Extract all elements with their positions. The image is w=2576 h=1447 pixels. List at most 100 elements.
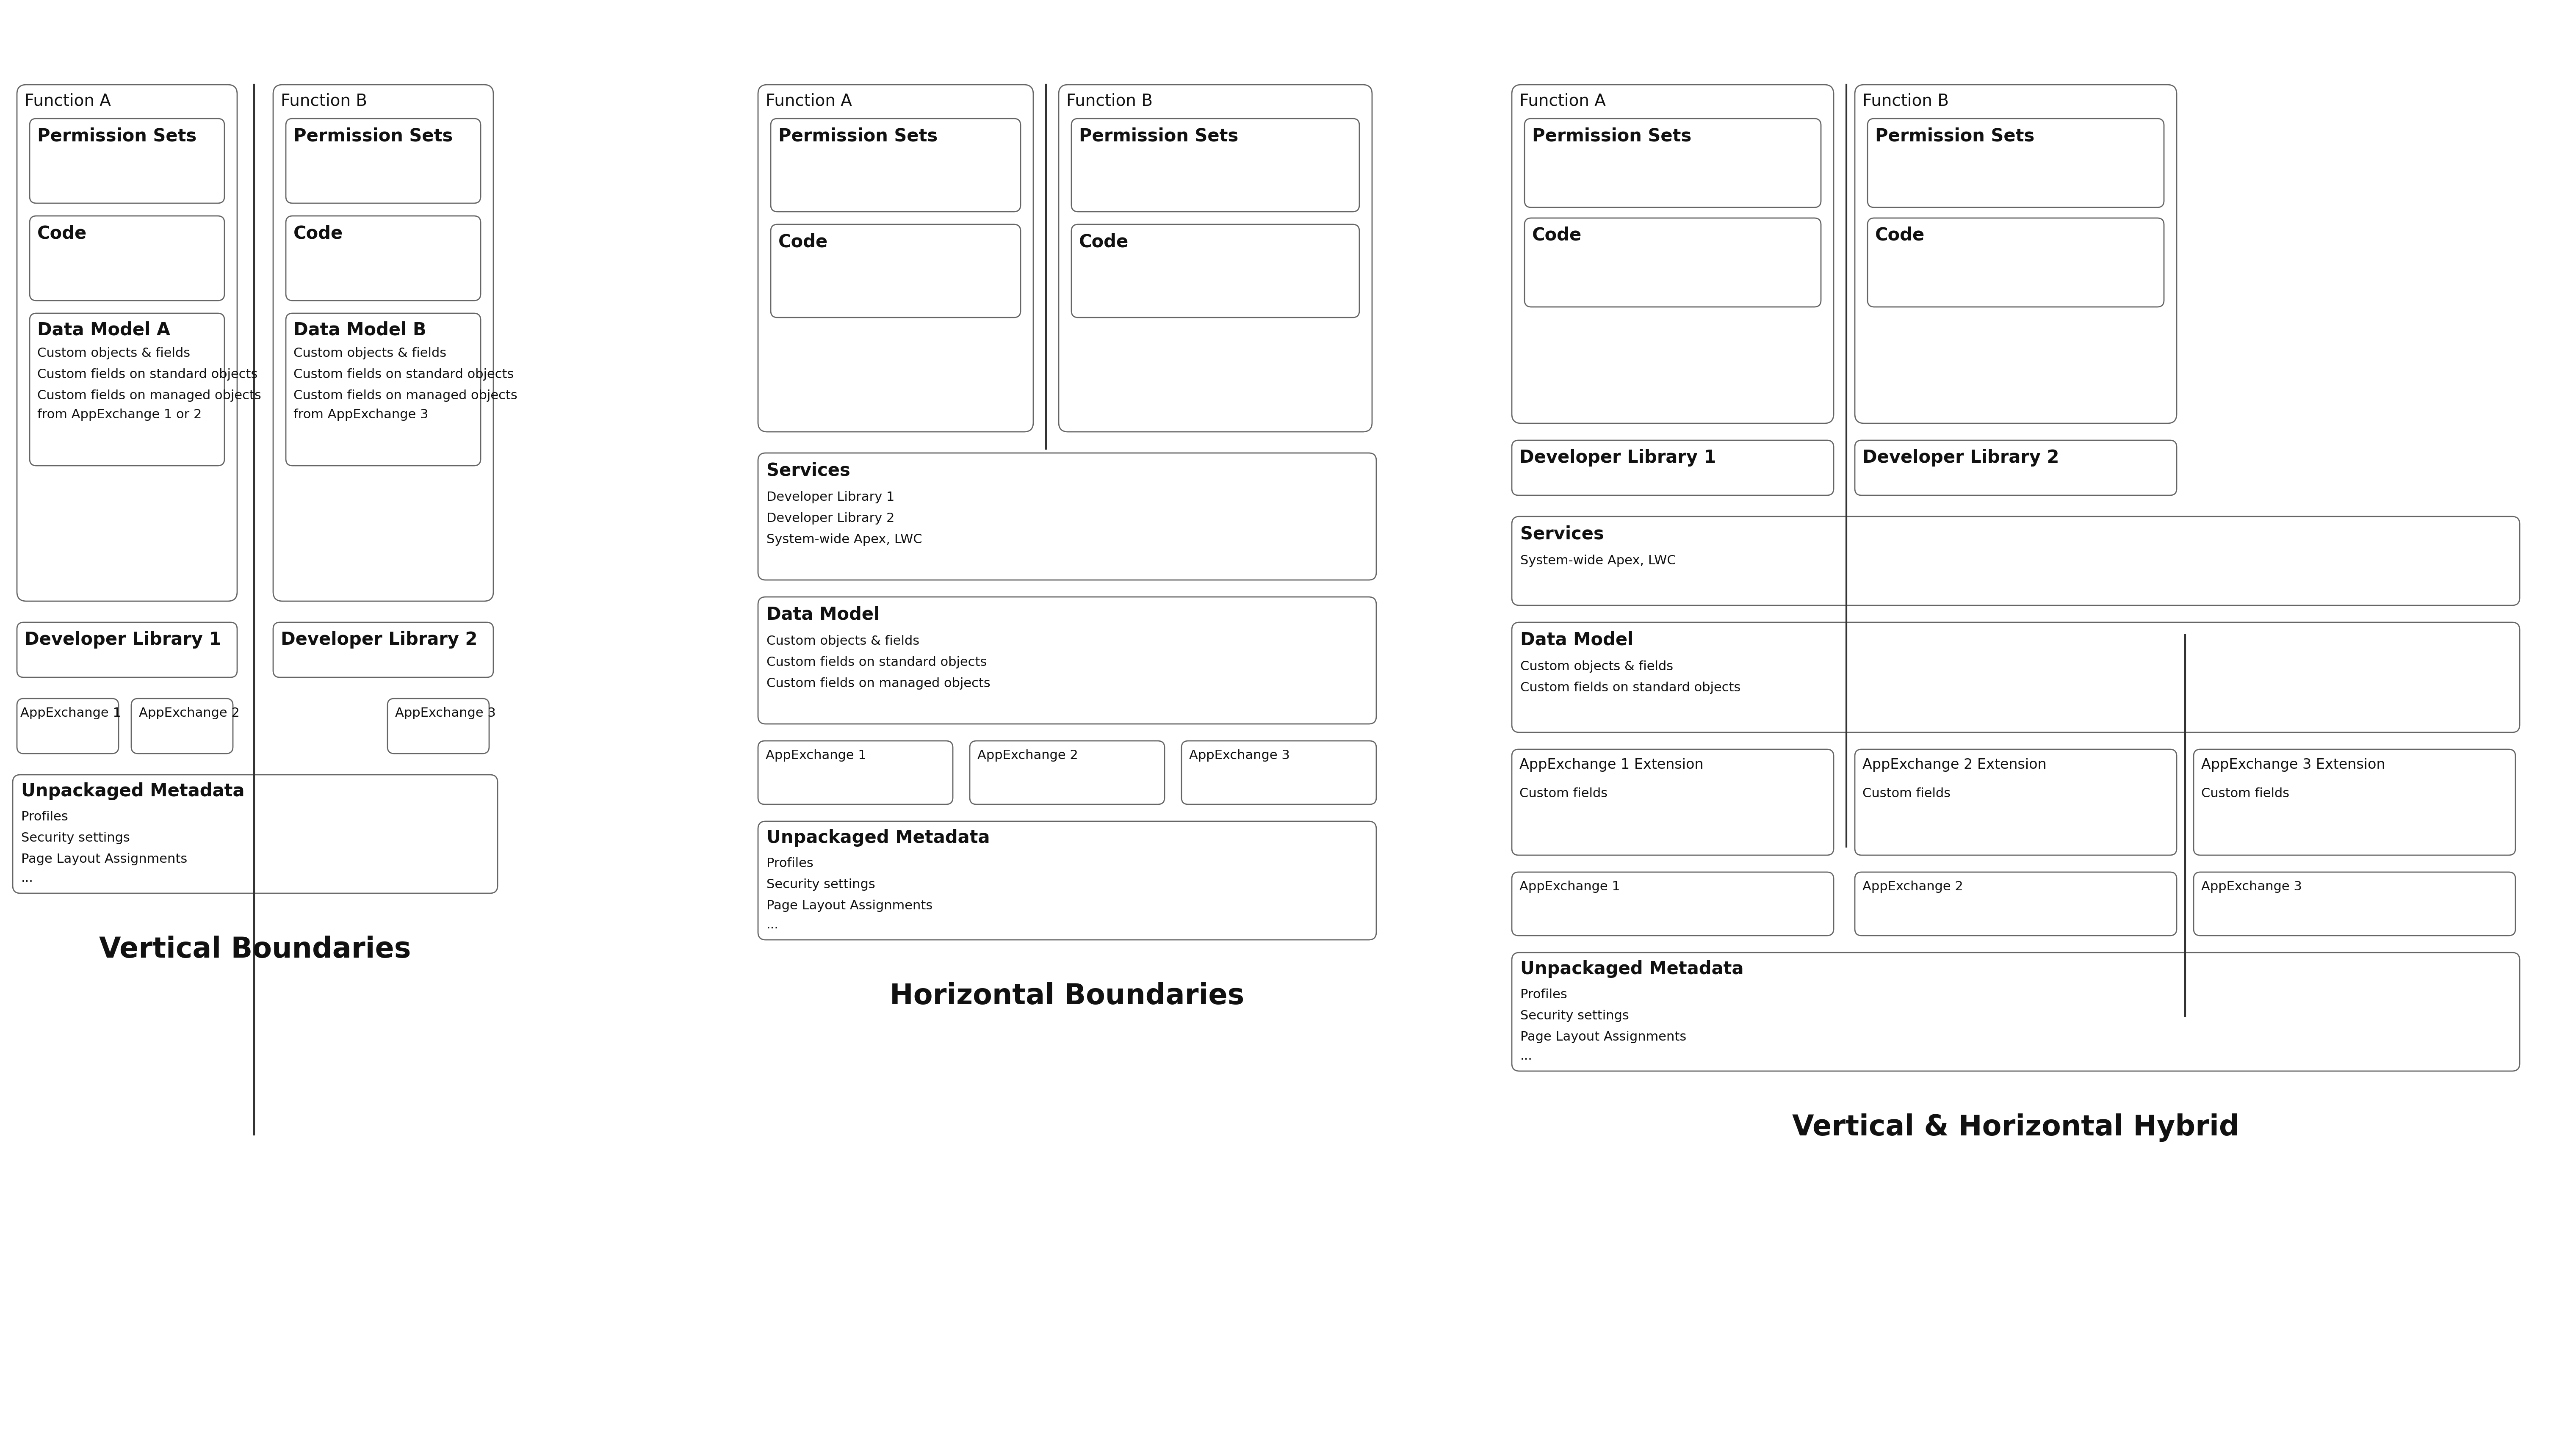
Text: Custom fields: Custom fields: [1862, 787, 1950, 800]
Text: ...: ...: [1520, 1051, 1533, 1062]
Text: Data Model B: Data Model B: [294, 321, 425, 339]
Text: Permission Sets: Permission Sets: [36, 127, 196, 145]
FancyBboxPatch shape: [757, 598, 1376, 724]
FancyBboxPatch shape: [1855, 873, 2177, 936]
Text: AppExchange 3: AppExchange 3: [394, 708, 495, 719]
FancyBboxPatch shape: [1512, 622, 2519, 732]
FancyBboxPatch shape: [1525, 218, 1821, 307]
FancyBboxPatch shape: [1512, 750, 1834, 855]
Text: Developer Library 1: Developer Library 1: [26, 631, 222, 648]
Text: Data Model A: Data Model A: [36, 321, 170, 339]
FancyBboxPatch shape: [2195, 873, 2514, 936]
Text: Developer Library 2: Developer Library 2: [768, 512, 894, 524]
Text: ...: ...: [21, 873, 33, 884]
Text: System-wide Apex, LWC: System-wide Apex, LWC: [768, 534, 922, 546]
Text: Permission Sets: Permission Sets: [294, 127, 453, 145]
FancyBboxPatch shape: [757, 453, 1376, 580]
Text: Security settings: Security settings: [21, 832, 129, 844]
Text: Code: Code: [294, 224, 343, 242]
FancyBboxPatch shape: [31, 119, 224, 203]
Text: Profiles: Profiles: [21, 810, 67, 823]
Text: Code: Code: [1533, 227, 1582, 245]
Text: Permission Sets: Permission Sets: [1875, 127, 2035, 145]
Text: Code: Code: [1079, 233, 1128, 250]
Text: Profiles: Profiles: [768, 857, 814, 870]
FancyBboxPatch shape: [1855, 750, 2177, 855]
FancyBboxPatch shape: [1072, 119, 1360, 211]
Text: Page Layout Assignments: Page Layout Assignments: [768, 900, 933, 912]
Text: Custom objects & fields: Custom objects & fields: [36, 347, 191, 359]
Text: Custom objects & fields: Custom objects & fields: [294, 347, 446, 359]
Text: AppExchange 2: AppExchange 2: [1862, 881, 1963, 893]
FancyBboxPatch shape: [18, 622, 237, 677]
FancyBboxPatch shape: [969, 741, 1164, 805]
FancyBboxPatch shape: [273, 85, 495, 601]
Text: Permission Sets: Permission Sets: [1533, 127, 1692, 145]
Text: Developer Library 2: Developer Library 2: [281, 631, 477, 648]
Text: Security settings: Security settings: [768, 878, 876, 891]
Text: Custom fields: Custom fields: [2202, 787, 2290, 800]
FancyBboxPatch shape: [1512, 873, 1834, 936]
Text: Data Model: Data Model: [1520, 631, 1633, 648]
Text: Developer Library 1: Developer Library 1: [1520, 449, 1716, 466]
Text: Page Layout Assignments: Page Layout Assignments: [21, 854, 188, 865]
Text: from AppExchange 3: from AppExchange 3: [294, 408, 428, 421]
Text: Permission Sets: Permission Sets: [1079, 127, 1239, 145]
FancyBboxPatch shape: [13, 774, 497, 893]
Text: Custom fields on managed objects: Custom fields on managed objects: [36, 389, 260, 402]
FancyBboxPatch shape: [131, 699, 232, 754]
Text: Code: Code: [778, 233, 827, 250]
Text: AppExchange 2: AppExchange 2: [976, 750, 1079, 761]
Text: Function B: Function B: [1862, 93, 1950, 109]
FancyBboxPatch shape: [1525, 119, 1821, 207]
FancyBboxPatch shape: [1512, 85, 1834, 424]
Text: Function B: Function B: [1066, 93, 1151, 109]
FancyBboxPatch shape: [1512, 440, 1834, 495]
Text: Custom fields on standard objects: Custom fields on standard objects: [1520, 682, 1741, 695]
Text: Custom fields on managed objects: Custom fields on managed objects: [294, 389, 518, 402]
Text: Developer Library 2: Developer Library 2: [1862, 449, 2058, 466]
Text: Vertical & Horizontal Hybrid: Vertical & Horizontal Hybrid: [1793, 1113, 2239, 1142]
FancyBboxPatch shape: [770, 224, 1020, 317]
Text: Code: Code: [36, 224, 88, 242]
FancyBboxPatch shape: [1868, 218, 2164, 307]
FancyBboxPatch shape: [31, 314, 224, 466]
Text: Data Model: Data Model: [768, 605, 881, 624]
Text: Page Layout Assignments: Page Layout Assignments: [1520, 1030, 1687, 1043]
FancyBboxPatch shape: [31, 216, 224, 301]
Text: Custom fields on standard objects: Custom fields on standard objects: [294, 369, 513, 381]
Text: Services: Services: [1520, 525, 1605, 543]
Text: Profiles: Profiles: [1520, 988, 1566, 1001]
Text: Custom fields on standard objects: Custom fields on standard objects: [36, 369, 258, 381]
FancyBboxPatch shape: [18, 699, 118, 754]
FancyBboxPatch shape: [1072, 224, 1360, 317]
Text: Code: Code: [1875, 227, 1924, 245]
FancyBboxPatch shape: [286, 216, 482, 301]
Text: Unpackaged Metadata: Unpackaged Metadata: [768, 829, 989, 846]
Text: Function A: Function A: [26, 93, 111, 109]
Text: AppExchange 1 Extension: AppExchange 1 Extension: [1520, 758, 1703, 771]
Text: AppExchange 1: AppExchange 1: [21, 708, 121, 719]
FancyBboxPatch shape: [1059, 85, 1373, 431]
Text: from AppExchange 1 or 2: from AppExchange 1 or 2: [36, 408, 201, 421]
Text: Unpackaged Metadata: Unpackaged Metadata: [21, 783, 245, 800]
Text: AppExchange 3: AppExchange 3: [1190, 750, 1291, 761]
Text: System-wide Apex, LWC: System-wide Apex, LWC: [1520, 554, 1677, 567]
Text: Custom objects & fields: Custom objects & fields: [1520, 660, 1674, 673]
Text: Security settings: Security settings: [1520, 1010, 1628, 1022]
Text: Function B: Function B: [281, 93, 368, 109]
FancyBboxPatch shape: [273, 622, 495, 677]
FancyBboxPatch shape: [1855, 440, 2177, 495]
FancyBboxPatch shape: [286, 119, 482, 203]
Text: Services: Services: [768, 462, 850, 479]
FancyBboxPatch shape: [386, 699, 489, 754]
FancyBboxPatch shape: [18, 85, 237, 601]
Text: Permission Sets: Permission Sets: [778, 127, 938, 145]
Text: Custom objects & fields: Custom objects & fields: [768, 635, 920, 647]
Text: Function A: Function A: [1520, 93, 1605, 109]
Text: AppExchange 3: AppExchange 3: [2202, 881, 2303, 893]
FancyBboxPatch shape: [770, 119, 1020, 211]
FancyBboxPatch shape: [757, 85, 1033, 431]
Text: Custom fields on standard objects: Custom fields on standard objects: [768, 655, 987, 669]
Text: AppExchange 1: AppExchange 1: [765, 750, 866, 761]
